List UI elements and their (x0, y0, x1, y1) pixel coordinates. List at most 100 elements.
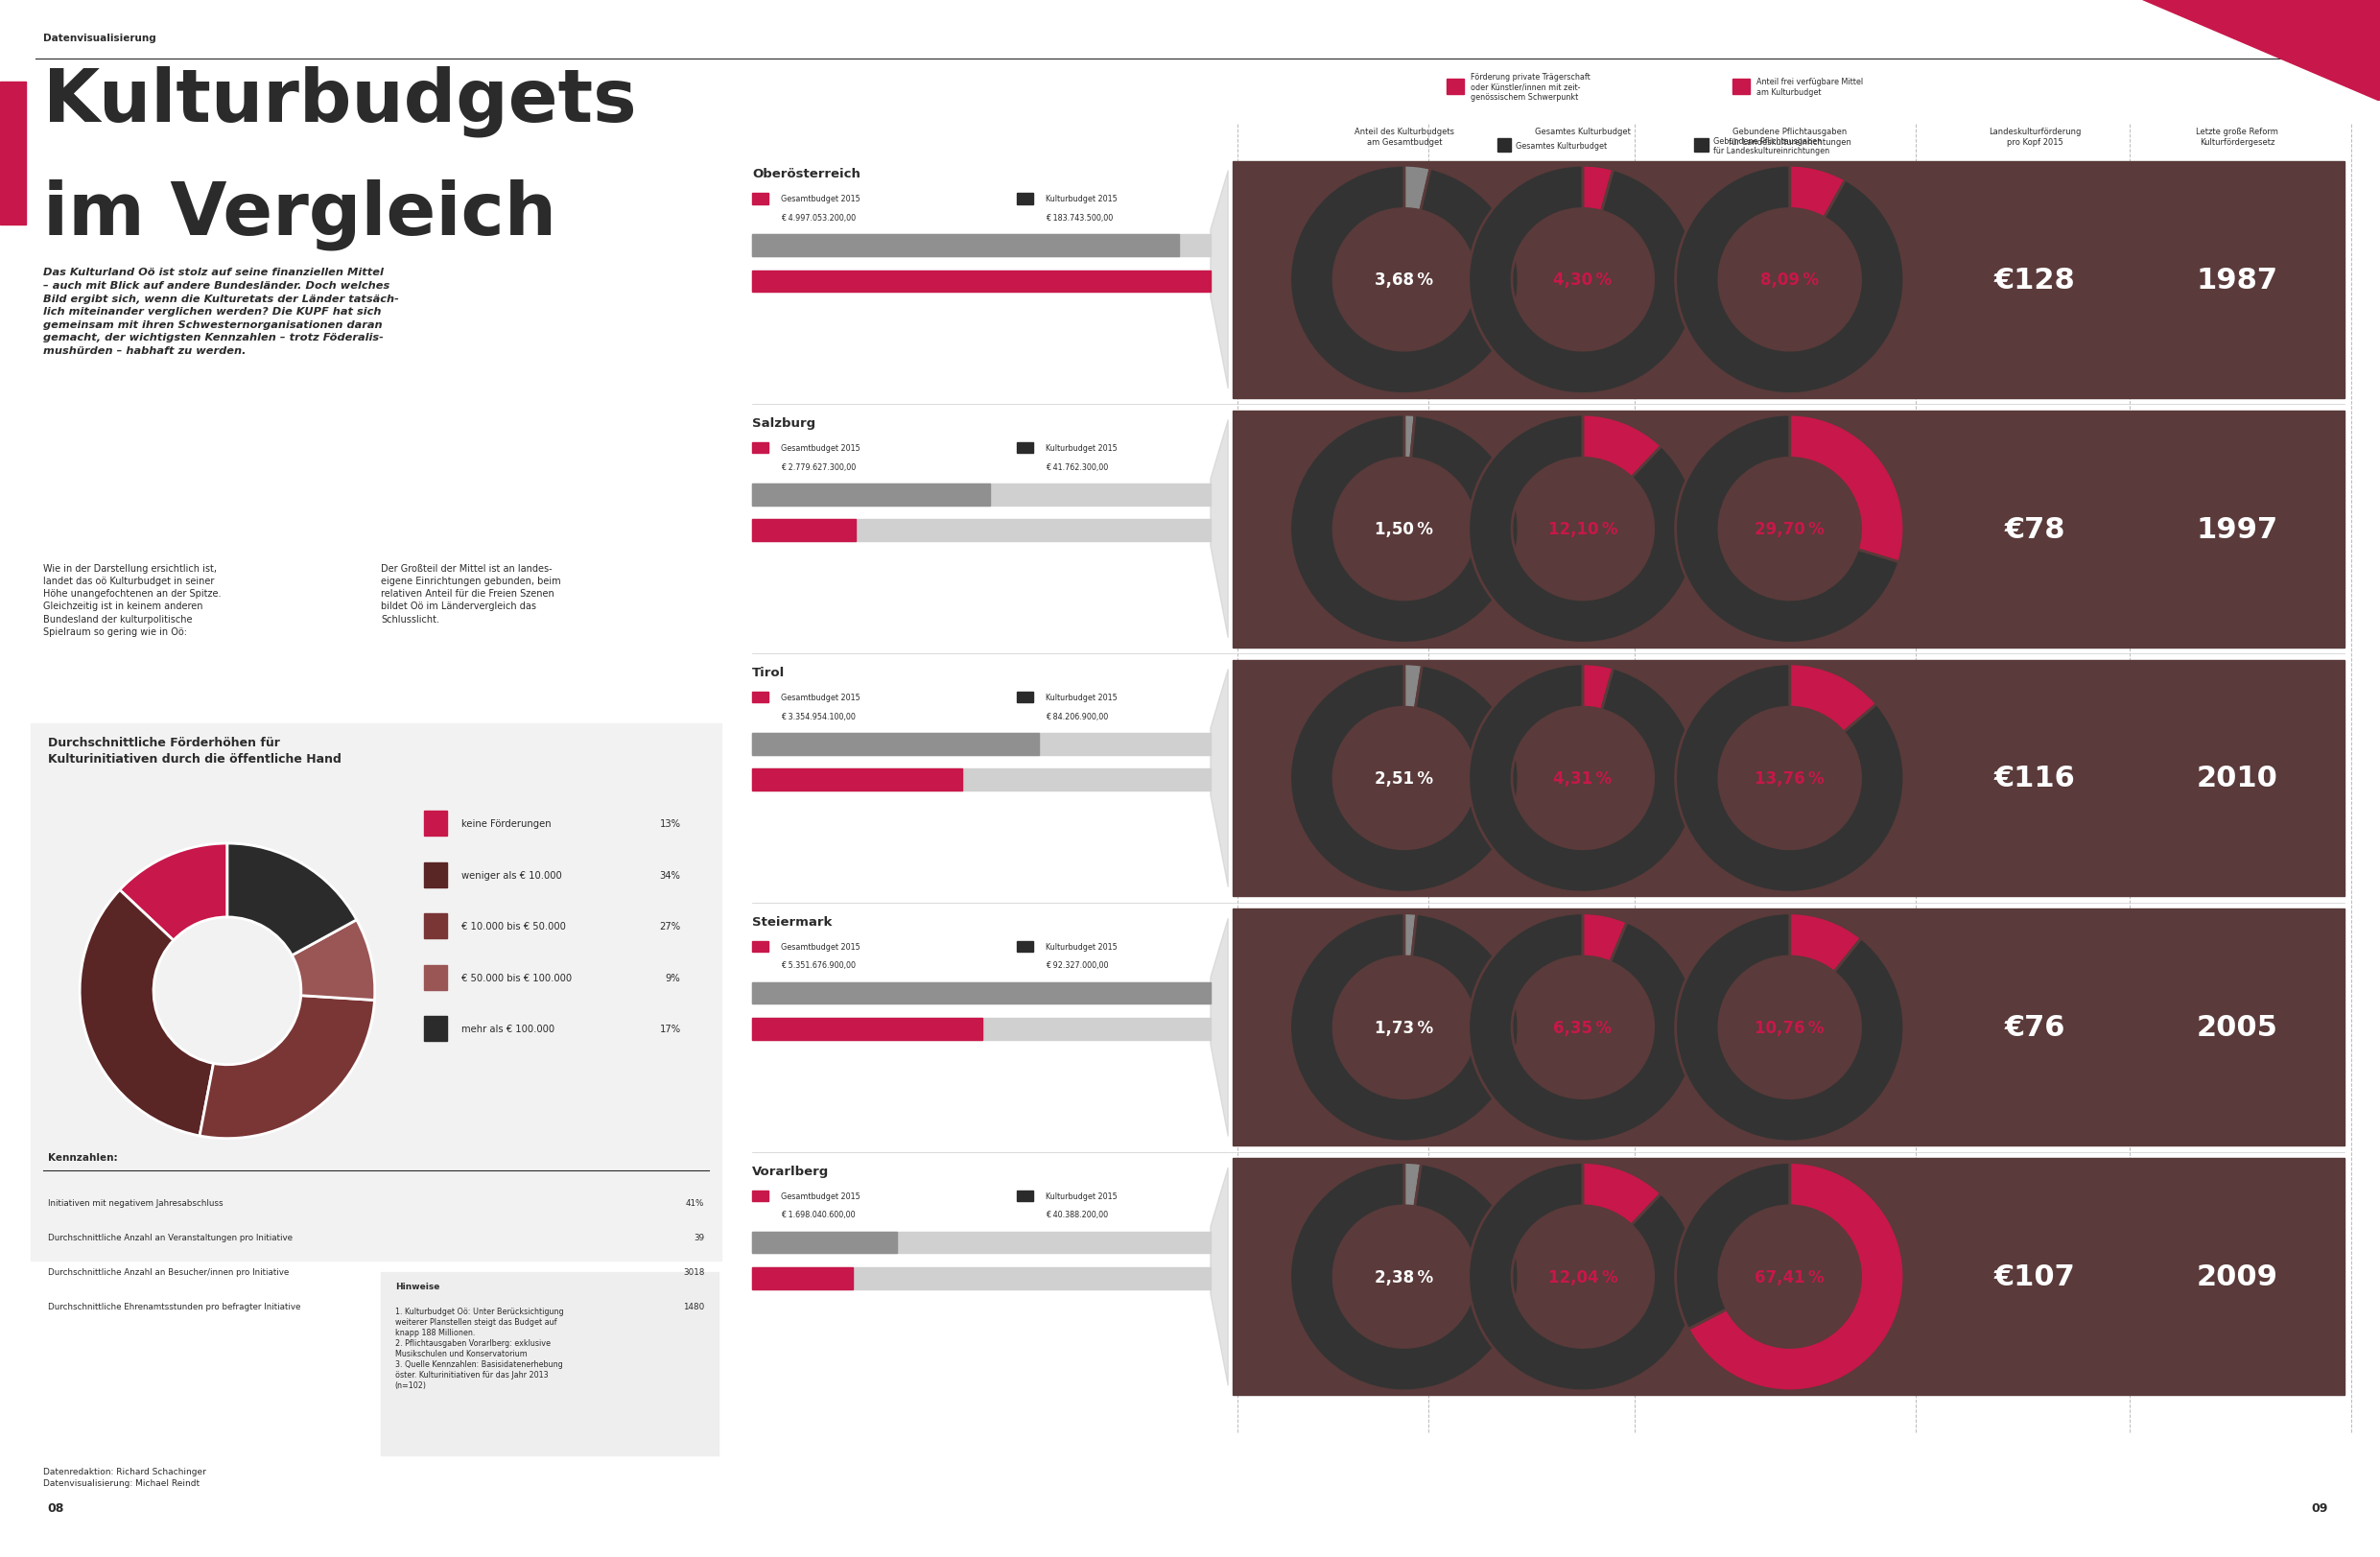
Wedge shape (228, 844, 357, 956)
Bar (1447, 79, 1464, 95)
Text: Gesamtbudget 2015: Gesamtbudget 2015 (781, 195, 859, 204)
Text: Gesamtes Kulturbudget: Gesamtes Kulturbudget (1535, 128, 1630, 137)
Bar (1233, 162, 2344, 399)
Bar (0, 83, 26, 226)
Text: Steiermark: Steiermark (752, 916, 833, 928)
Wedge shape (1290, 1163, 1518, 1390)
Text: Salzburg: Salzburg (752, 417, 816, 430)
Bar (752, 733, 1211, 755)
Text: € 50.000 bis € 100.000: € 50.000 bis € 100.000 (462, 973, 571, 982)
Text: mehr als € 100.000: mehr als € 100.000 (462, 1025, 555, 1034)
Bar (424, 965, 447, 990)
Wedge shape (81, 891, 214, 1137)
Bar (752, 271, 1211, 293)
Text: 9%: 9% (666, 973, 681, 982)
Text: Kulturbudget 2015: Kulturbudget 2015 (1045, 444, 1116, 453)
Text: KULTURLAND
OÖ 2015/16: KULTURLAND OÖ 2015/16 (2306, 19, 2370, 83)
Text: 2,38 %: 2,38 % (1376, 1267, 1433, 1286)
Text: Kulturbudgets: Kulturbudgets (43, 65, 635, 137)
Text: keine Förderungen: keine Förderungen (462, 819, 552, 828)
Text: 1997: 1997 (2197, 515, 2278, 543)
Bar (752, 1267, 852, 1289)
Text: Kulturbudget 2015: Kulturbudget 2015 (1045, 1191, 1116, 1200)
Bar (424, 863, 447, 887)
Text: 67,41 %: 67,41 % (1754, 1267, 1825, 1286)
Text: 6,35 %: 6,35 % (1554, 1018, 1611, 1037)
Bar (752, 940, 769, 951)
Text: Förderung private Trägerschaft
oder Künstler/innen mit zeit-
genössischem Schwer: Förderung private Trägerschaft oder Küns… (1471, 73, 1590, 101)
Polygon shape (1211, 420, 1228, 638)
Text: Das Kulturland Oö ist stolz auf seine finanziellen Mittel
– auch mit Blick auf a: Das Kulturland Oö ist stolz auf seine fi… (43, 268, 397, 355)
Wedge shape (1290, 167, 1518, 394)
Text: € 4.997.053.200,00: € 4.997.053.200,00 (781, 213, 854, 223)
Wedge shape (1790, 665, 1878, 732)
Bar (752, 1018, 1211, 1040)
Wedge shape (1290, 665, 1518, 892)
Text: Kennzahlen:: Kennzahlen: (48, 1152, 117, 1162)
Wedge shape (1468, 416, 1697, 643)
Text: 3018: 3018 (683, 1267, 704, 1277)
Bar (752, 733, 1038, 755)
Bar (424, 811, 447, 836)
Polygon shape (1211, 1168, 1228, 1386)
Bar (424, 1017, 447, 1042)
Text: 13,76 %: 13,76 % (1754, 769, 1825, 788)
Bar (1016, 193, 1033, 204)
Text: €107: €107 (1994, 1263, 2075, 1291)
Wedge shape (1583, 914, 1628, 962)
Bar (752, 769, 962, 791)
Bar (1733, 79, 1749, 95)
Text: € 92.327.000,00: € 92.327.000,00 (1045, 961, 1109, 970)
Bar (1016, 1190, 1033, 1202)
Bar (752, 1232, 1211, 1253)
Wedge shape (1468, 665, 1697, 892)
Text: Initiativen mit negativem Jahresabschluss: Initiativen mit negativem Jahresabschlus… (48, 1199, 224, 1208)
Text: € 2.779.627.300,00: € 2.779.627.300,00 (781, 462, 857, 472)
Bar (752, 520, 857, 542)
Text: Durchschnittliche Anzahl an Veranstaltungen pro Initiative: Durchschnittliche Anzahl an Veranstaltun… (48, 1233, 293, 1242)
Wedge shape (1687, 1163, 1904, 1390)
Wedge shape (119, 844, 226, 940)
Text: € 1.698.040.600,00: € 1.698.040.600,00 (781, 1210, 854, 1219)
Bar (752, 235, 1211, 257)
Text: Wie in der Darstellung ersichtlich ist,
landet das oö Kulturbudget in seiner
Höh: Wie in der Darstellung ersichtlich ist, … (43, 564, 221, 637)
Bar (381, 1272, 719, 1456)
Text: €76: €76 (2004, 1014, 2066, 1042)
Text: 2,51 %: 2,51 % (1376, 769, 1433, 788)
Bar (752, 982, 1211, 1004)
Wedge shape (1676, 167, 1904, 394)
Text: Gesamtbudget 2015: Gesamtbudget 2015 (781, 693, 859, 702)
Text: 12,10 %: 12,10 % (1547, 520, 1618, 539)
Wedge shape (1290, 416, 1518, 643)
Wedge shape (1404, 1163, 1421, 1207)
Text: Kulturbudget 2015: Kulturbudget 2015 (1045, 693, 1116, 702)
Bar (1497, 139, 1511, 153)
Text: Gebundene Pflichtausgaben
für Landeskultureinrichtungen: Gebundene Pflichtausgaben für Landeskult… (1728, 128, 1852, 146)
Bar (752, 271, 1211, 293)
Bar (1695, 139, 1709, 153)
Wedge shape (293, 920, 376, 1001)
Bar (1233, 411, 2344, 648)
Wedge shape (200, 996, 374, 1138)
Text: 8,09 %: 8,09 % (1761, 271, 1818, 290)
Text: 4,30 %: 4,30 % (1554, 271, 1611, 290)
Wedge shape (1404, 167, 1430, 212)
Bar (752, 442, 769, 455)
Polygon shape (1211, 171, 1228, 389)
Text: 1,73 %: 1,73 % (1376, 1018, 1433, 1037)
Text: 09: 09 (2311, 1501, 2328, 1513)
Wedge shape (1676, 914, 1904, 1141)
Text: 2010: 2010 (2197, 764, 2278, 793)
Wedge shape (1404, 416, 1416, 459)
Text: 2009: 2009 (2197, 1263, 2278, 1291)
Wedge shape (1468, 1163, 1697, 1390)
Text: Tirol: Tirol (752, 666, 785, 679)
Text: 1480: 1480 (683, 1302, 704, 1311)
Text: Anteil frei verfügbare Mittel
am Kulturbudget: Anteil frei verfügbare Mittel am Kulturb… (1756, 78, 1864, 97)
Text: € 40.388.200,00: € 40.388.200,00 (1045, 1210, 1109, 1219)
Text: Der Großteil der Mittel ist an landes-
eigene Einrichtungen gebunden, beim
relat: Der Großteil der Mittel ist an landes- e… (381, 564, 562, 624)
Text: €128: €128 (1994, 266, 2075, 294)
Wedge shape (1468, 914, 1697, 1141)
Text: 1987: 1987 (2197, 266, 2278, 294)
Text: Gesamtbudget 2015: Gesamtbudget 2015 (781, 444, 859, 453)
